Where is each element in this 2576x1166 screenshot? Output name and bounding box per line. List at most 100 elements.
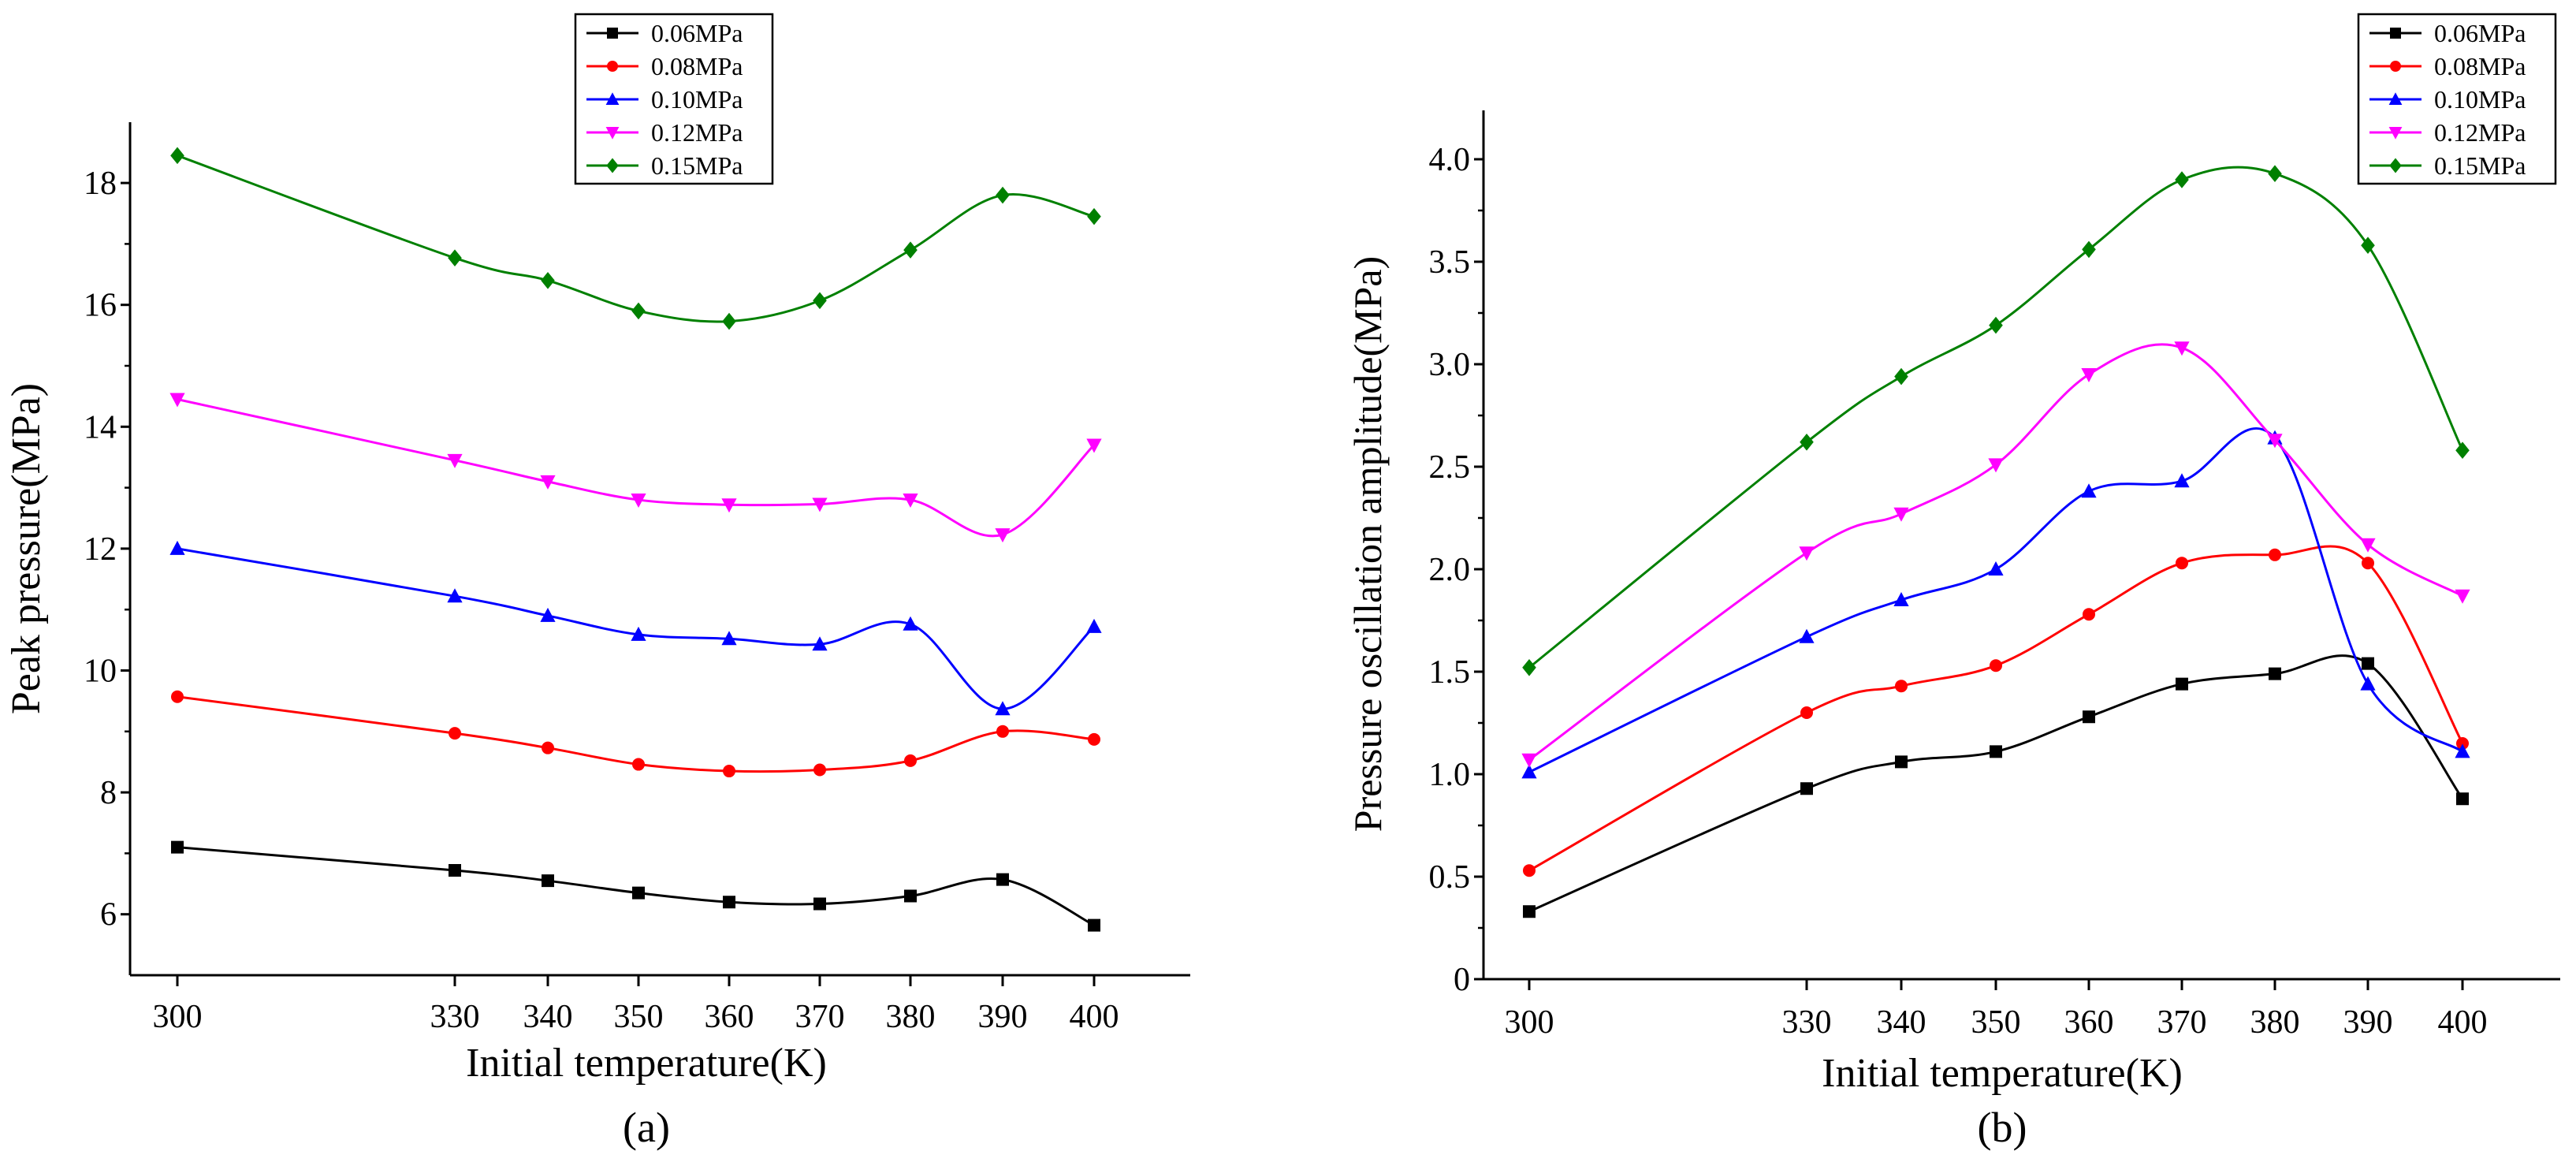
x-ticks-a: 300 330 340 350 360 370 380 390 400 bbox=[153, 975, 1119, 1035]
data-point-006-b bbox=[2456, 792, 2469, 806]
data-point-008-b bbox=[1800, 706, 1813, 719]
x-tick-label-a: 350 bbox=[614, 999, 664, 1035]
y-tick-label-b: 0 bbox=[1454, 962, 1470, 998]
x-tick-label-a: 380 bbox=[886, 999, 936, 1035]
x-tick-label-b: 370 bbox=[2157, 1004, 2207, 1041]
y-tick-label-b: 3.5 bbox=[1429, 244, 1471, 281]
data-point-012-a bbox=[169, 393, 185, 408]
data-point-012-b bbox=[2267, 434, 2283, 449]
x-tick-label-a: 370 bbox=[795, 999, 845, 1035]
data-point-012-b bbox=[2174, 341, 2190, 356]
data-point-006-b bbox=[1990, 745, 2002, 758]
data-point-006-b bbox=[1523, 905, 1536, 918]
data-point-012-a bbox=[903, 494, 918, 508]
series-line-015-b bbox=[1528, 166, 2464, 669]
data-point-015-a bbox=[903, 241, 918, 259]
y-tick-label-a: 6 bbox=[100, 897, 117, 933]
data-point-006-a bbox=[632, 886, 645, 900]
y-tick-label-b: 3.0 bbox=[1429, 347, 1471, 383]
data-point-008-b bbox=[1990, 659, 2002, 672]
series-line-012-b bbox=[1528, 343, 2463, 762]
data-point-010-b bbox=[1893, 592, 1909, 606]
data-point-015-b bbox=[2175, 171, 2189, 188]
data-point-010-b bbox=[1988, 561, 2004, 576]
data-point-015-a bbox=[631, 302, 646, 320]
legend-label-015-a: 0.15MPa bbox=[651, 151, 743, 180]
data-point-010-a bbox=[1086, 618, 1102, 633]
series-line-006-b bbox=[1528, 654, 2464, 913]
data-point-010-a bbox=[812, 636, 828, 651]
data-point-006-a bbox=[1088, 918, 1100, 932]
data-point-006-b bbox=[2083, 710, 2095, 724]
legend-marker-012-a bbox=[605, 127, 620, 140]
data-point-008-b bbox=[1895, 680, 1908, 693]
data-point-008-a bbox=[904, 754, 917, 767]
y-ticks-b: 0 0.5 1.0 1.5 2.0 2.5 3.0 3.5 4.0 bbox=[1429, 142, 1483, 998]
data-point-006-b bbox=[2362, 657, 2374, 670]
legend-marker-012-b bbox=[2388, 127, 2403, 140]
data-point-015-b bbox=[2082, 240, 2096, 259]
x-tick-label-a: 330 bbox=[430, 999, 480, 1035]
legend-marker-008-a bbox=[607, 61, 618, 72]
data-point-015-b bbox=[1800, 434, 1814, 451]
y-tick-label-a: 18 bbox=[84, 166, 117, 202]
data-point-008-a bbox=[996, 725, 1009, 738]
data-point-015-b bbox=[2455, 441, 2470, 459]
data-point-008-b bbox=[2269, 548, 2281, 561]
data-point-008-b bbox=[2176, 557, 2188, 570]
data-point-008-b bbox=[2083, 608, 2095, 621]
y-tick-label-b: 1.0 bbox=[1429, 757, 1471, 793]
data-point-010-a bbox=[447, 588, 463, 603]
data-point-012-a bbox=[540, 475, 556, 490]
x-tick-label-b: 340 bbox=[1877, 1004, 1926, 1041]
legend-label-008-a: 0.08MPa bbox=[651, 52, 743, 80]
data-point-008-a bbox=[542, 741, 554, 754]
legend-label-006-b: 0.06MPa bbox=[2434, 19, 2526, 47]
series-line-010-b bbox=[1528, 427, 2463, 773]
data-point-010-a bbox=[721, 631, 737, 646]
panel-label-a: (a) bbox=[623, 1104, 670, 1151]
legend-marker-006-b bbox=[2390, 28, 2401, 39]
data-point-012-a bbox=[447, 453, 463, 468]
data-point-012-a bbox=[812, 497, 828, 512]
y-tick-label-b: 4.0 bbox=[1429, 142, 1471, 178]
x-tick-label-b: 300 bbox=[1505, 1004, 1554, 1041]
data-point-012-b bbox=[2455, 589, 2470, 604]
data-point-015-a bbox=[448, 249, 462, 266]
x-tick-label-b: 390 bbox=[2343, 1004, 2393, 1041]
data-point-015-b bbox=[2268, 165, 2282, 182]
data-point-012-b bbox=[1893, 507, 1909, 522]
legend-label-008-b: 0.08MPa bbox=[2434, 52, 2526, 80]
series-line-012-a bbox=[177, 398, 1096, 538]
data-point-015-a bbox=[541, 271, 555, 289]
data-point-010-a bbox=[631, 626, 646, 641]
y-tick-label-a: 14 bbox=[84, 409, 117, 445]
data-point-008-b bbox=[1523, 864, 1536, 877]
data-point-006-a bbox=[996, 873, 1009, 886]
series-line-006-a bbox=[177, 846, 1095, 926]
x-tick-label-b: 380 bbox=[2250, 1004, 2300, 1041]
data-point-015-b bbox=[1894, 367, 1908, 386]
series-layer-a bbox=[169, 147, 1102, 932]
series-line-015-a bbox=[177, 154, 1095, 323]
data-point-010-a bbox=[169, 540, 185, 555]
data-point-006-b bbox=[1800, 782, 1813, 795]
x-axis-label-b: Initial temperature(K) bbox=[1822, 1051, 2183, 1096]
series-layer-b bbox=[1521, 165, 2470, 918]
x-ticks-b: 300 330 340 350 360 370 380 390 400 bbox=[1505, 979, 2488, 1041]
y-tick-label-b: 0.5 bbox=[1429, 859, 1471, 896]
data-point-010-b bbox=[2455, 743, 2470, 758]
data-point-010-b bbox=[1521, 764, 1537, 779]
x-tick-label-b: 360 bbox=[2064, 1004, 2114, 1041]
data-point-012-a bbox=[995, 528, 1011, 543]
data-point-008-a bbox=[723, 765, 735, 778]
series-line-008-b bbox=[1528, 545, 2464, 872]
data-point-015-a bbox=[1087, 207, 1101, 225]
legend-marker-015-b bbox=[2389, 158, 2402, 173]
data-point-008-a bbox=[449, 727, 461, 740]
y-ticks-a: 6 8 10 12 14 16 18 bbox=[84, 166, 130, 933]
data-point-006-b bbox=[2269, 667, 2281, 680]
legend-a: 0.06MPa 0.08MPa 0.10MPa 0.12MPa 0.15MPa bbox=[574, 13, 774, 185]
y-tick-label-b: 2.5 bbox=[1429, 449, 1471, 486]
